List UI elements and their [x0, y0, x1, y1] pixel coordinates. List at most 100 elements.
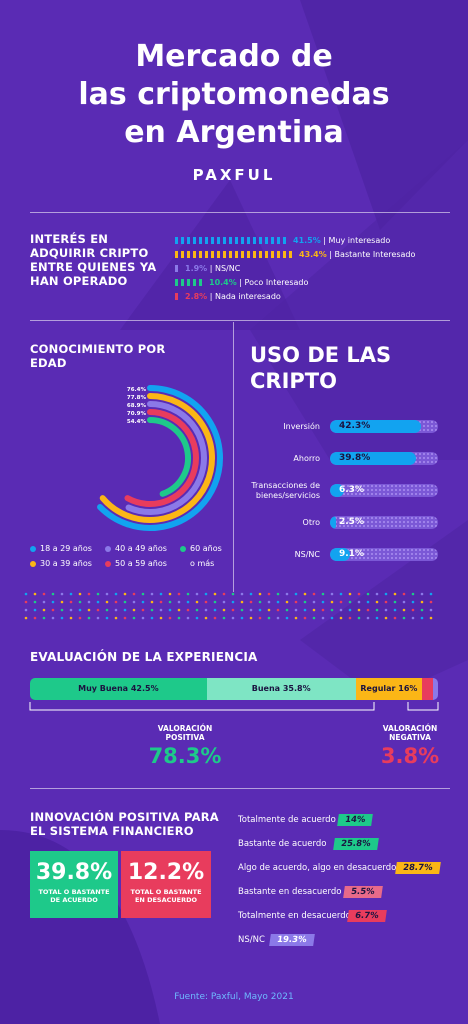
decor-dot	[150, 592, 154, 596]
decor-dot	[420, 600, 424, 604]
decor-dot	[96, 608, 100, 612]
interest-separator: |	[236, 278, 245, 287]
interest-value: 43.4%	[299, 250, 327, 259]
decor-dot	[303, 616, 307, 620]
decor-dot	[42, 616, 46, 620]
interest-separator: |	[207, 264, 215, 273]
decor-dot	[222, 600, 226, 604]
decor-dot	[402, 616, 406, 620]
age-legend-item: 50 a 59 años	[105, 559, 167, 568]
innovation-row: Algo de acuerdo, algo en desacuerdo 28.7%	[238, 862, 441, 874]
decor-dot	[51, 592, 55, 596]
decor-dot	[285, 592, 289, 596]
decor-dot	[402, 600, 406, 604]
decor-dot	[150, 600, 154, 604]
interest-row: 43.4% | Bastante Interesado	[175, 250, 415, 259]
decor-dot	[150, 616, 154, 620]
decor-dot	[78, 608, 82, 612]
decor-dot	[150, 608, 154, 612]
decor-dot	[339, 616, 343, 620]
uso-category-line: Transacciones de	[251, 481, 320, 490]
decor-dot	[105, 592, 109, 596]
experience-segment: Buena 35.8%	[206, 678, 356, 700]
innovation-category: NS/NC	[238, 935, 265, 945]
decor-dot	[384, 592, 388, 596]
decor-dot	[87, 600, 91, 604]
uso-bar-track: 9.1%	[330, 548, 438, 561]
age-legend-item: o más	[180, 559, 214, 568]
decor-dot	[204, 616, 208, 620]
decor-dot	[168, 600, 172, 604]
decor-dot	[330, 592, 334, 596]
decor-dot	[33, 616, 37, 620]
legend-label: 30 a 39 años	[40, 559, 92, 568]
interest-separator: |	[320, 236, 329, 245]
innovation-category: Totalmente en desacuerdo	[238, 911, 351, 921]
decor-dot	[294, 600, 298, 604]
decor-dot	[375, 600, 379, 604]
decor-dot	[258, 608, 262, 612]
decor-dot	[393, 592, 397, 596]
innovation-row: NS/NC 19.3%	[238, 934, 315, 946]
decor-dot	[393, 616, 397, 620]
innovation-category: Algo de acuerdo, algo en desacuerdo	[238, 863, 397, 873]
decor-dot	[321, 592, 325, 596]
decor-dot	[411, 608, 415, 612]
decor-dot	[294, 616, 298, 620]
legend-dot	[30, 545, 36, 552]
decor-dot	[123, 592, 127, 596]
decor-dot	[132, 600, 136, 604]
uso-bar-fill	[330, 516, 336, 529]
decor-dot	[78, 600, 82, 604]
decor-dot	[249, 608, 253, 612]
decor-dot	[366, 616, 370, 620]
age-legend-item: 40 a 49 años	[105, 544, 167, 553]
decor-dot	[375, 616, 379, 620]
decor-dot	[258, 592, 262, 596]
experience-stacked-bar: Muy Buena 42.5% Buena 35.8% Regular 16%	[30, 678, 438, 700]
positive-valuation-label: VALORACIÓN POSITIVA	[157, 724, 213, 742]
decor-dot	[132, 608, 136, 612]
interest-bar	[175, 293, 181, 300]
innovation-value-tag: 14%	[337, 814, 374, 826]
decor-dot	[105, 608, 109, 612]
interest-row: 10.4% | Poco Interesado	[175, 278, 308, 287]
decor-dot	[285, 608, 289, 612]
decor-dot	[384, 616, 388, 620]
legend-dot	[105, 545, 111, 552]
decor-dot	[231, 600, 235, 604]
uso-bar-track: 42.3%	[330, 420, 438, 433]
decor-dot	[231, 608, 235, 612]
decor-dot	[168, 608, 172, 612]
decor-dot	[339, 592, 343, 596]
decor-dot	[303, 592, 307, 596]
decor-dot	[312, 608, 316, 612]
interest-category: Bastante Interesado	[334, 250, 416, 259]
decor-dot	[213, 616, 217, 620]
interest-separator: |	[326, 250, 335, 259]
interest-bar	[175, 237, 289, 244]
innovation-section-title: INNOVACIÓN POSITIVA PARA EL SISTEMA FINA…	[30, 810, 219, 838]
divider	[30, 788, 450, 789]
decor-dot	[114, 608, 118, 612]
age-value-label: 70.9%	[127, 411, 147, 417]
innovation-row: Totalmente en desacuerdo 6.7%	[238, 910, 387, 922]
innovation-category: Bastante de acuerdo	[238, 839, 327, 849]
age-value-label: 54.4%	[127, 419, 147, 425]
decor-dot	[303, 600, 307, 604]
age-arc	[124, 409, 199, 507]
decor-dot	[33, 608, 37, 612]
decor-dot	[96, 600, 100, 604]
uso-bar-track: 39.8%	[330, 452, 438, 465]
vertical-divider	[233, 322, 234, 592]
decor-dot	[231, 616, 235, 620]
decor-dot	[96, 616, 100, 620]
uso-category-line: bienes/servicios	[255, 491, 320, 500]
decor-dot	[60, 608, 64, 612]
decor-dot	[186, 600, 190, 604]
decor-dot	[294, 608, 298, 612]
decor-dot	[276, 608, 280, 612]
decor-dot	[105, 616, 109, 620]
decor-dot	[24, 592, 28, 596]
uso-bar-fill	[330, 548, 350, 561]
